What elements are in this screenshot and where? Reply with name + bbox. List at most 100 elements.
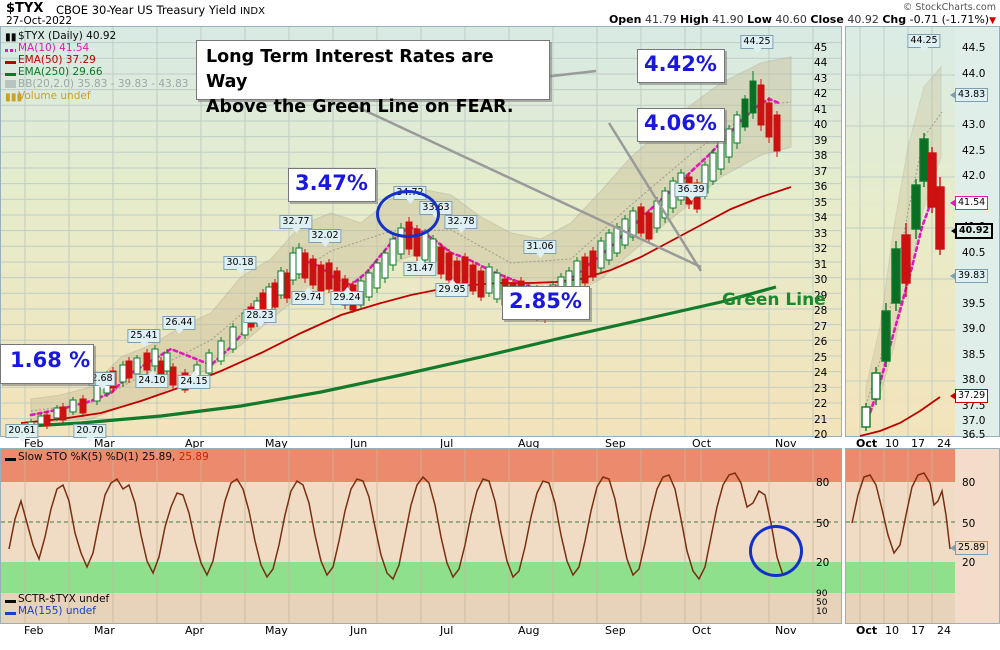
zoom-ma10-dotted — [866, 203, 940, 421]
x-tick: Apr — [185, 624, 205, 637]
x-tick: Jun — [350, 624, 368, 637]
band-icon — [5, 80, 16, 88]
zoom-stochastic-x-axis: Oct 10 17 24 — [845, 624, 1000, 637]
callout-text: 2.85% — [509, 289, 582, 313]
sctr-legend: SCTR-$TYX undef MA(155) undef — [5, 593, 109, 617]
ema250-green-line — [10, 285, 777, 429]
y-tick: 20 — [962, 557, 976, 569]
legend-ema50-text: EMA(50) 37.29 — [18, 54, 96, 66]
y-tick: 80 — [816, 477, 830, 489]
stochastic-panel[interactable]: Slow STO %K(5) %D(1) 25.89, 25.89 SCTR-$… — [0, 448, 842, 624]
y-tick: 39.5 — [962, 298, 986, 310]
price-x-axis: Feb Mar Apr May Jun Jul Aug Sep Oct Nov — [0, 437, 842, 450]
x-tick: Oct — [856, 437, 878, 450]
ema50-badge: 37.29 — [949, 389, 989, 403]
line-icon — [5, 61, 16, 64]
volume-bars-icon: ▮▮▮ — [5, 91, 23, 103]
stockcharts-watermark: © StockCharts.com — [902, 2, 996, 13]
y-tick: 32 — [814, 243, 828, 255]
symbol-ticker: $TYX — [6, 1, 44, 16]
open-value: 41.79 — [644, 13, 677, 26]
x-tick: Oct — [692, 624, 712, 637]
legend-item-ema50: EMA(50) 37.29 — [5, 54, 188, 66]
zoom-stochastic-badges: 25.89 — [949, 448, 1000, 624]
y-tick: 20 — [816, 557, 830, 569]
y-tick: 33 — [814, 228, 828, 240]
x-tick: 10 — [885, 437, 899, 450]
y-tick: 37 — [814, 166, 828, 178]
legend-slow-sto-d-value: 25.89 — [178, 451, 209, 463]
legend-item-ema250: EMA(250) 29.66 — [5, 66, 188, 78]
y-tick: 34 — [814, 212, 828, 224]
stochastic-line — [8, 472, 784, 581]
zoom-price-x-axis: Oct 10 17 24 — [845, 437, 1000, 450]
x-tick: Sep — [605, 624, 626, 637]
legend-slow-sto-text: Slow STO %K(5) %D(1) 25.89, — [18, 451, 179, 463]
y-tick: 37.0 — [962, 415, 986, 427]
bb-upper-badge: 43.83 — [949, 88, 989, 102]
callout-text: 4.42% — [644, 52, 717, 76]
x-tick: 10 — [885, 624, 899, 637]
y-tick: 29 — [814, 290, 828, 302]
legend-item-ma155: MA(155) undef — [5, 605, 109, 617]
y-tick: 45 — [814, 42, 828, 54]
zoom-stochastic-panel[interactable] — [845, 448, 1000, 624]
x-tick: Nov — [775, 437, 797, 450]
x-tick: Feb — [24, 437, 44, 450]
zoom-stochastic-line — [851, 472, 951, 555]
x-tick: Nov — [775, 624, 797, 637]
legend-item-price: ▮▮$TYX (Daily) 40.92 — [5, 30, 188, 43]
annotation-note-box: Long Term Interest Rates are Way Above t… — [196, 40, 550, 117]
y-tick: 25 — [814, 352, 828, 364]
y-tick: 44.5 — [962, 42, 986, 54]
y-tick: 38 — [814, 150, 828, 162]
highlight-circle-stochastic — [749, 525, 803, 577]
symbol-description-text: CBOE 30-Year US Treasury Yield — [56, 3, 237, 17]
chart-header: $TYX CBOE 30-Year US Treasury Yield INDX… — [0, 0, 1000, 27]
y-tick: 24 — [814, 367, 828, 379]
x-tick: Oct — [856, 624, 878, 637]
legend-sctr-text: SCTR-$TYX undef — [18, 593, 110, 605]
zoom-stochastic-canvas — [846, 449, 955, 623]
stochastic-value-badge: 25.89 — [949, 541, 989, 555]
stochastic-legend: Slow STO %K(5) %D(1) 25.89, 25.89 — [5, 451, 209, 463]
legend-ma155-text: MA(155) undef — [18, 605, 96, 617]
x-tick: May — [265, 437, 288, 450]
x-tick: Sep — [605, 437, 626, 450]
legend-bb-text: BB(20,2.0) 35.83 - 39.83 - 43.83 — [18, 78, 189, 90]
x-tick: Apr — [185, 437, 205, 450]
chg-label: Chg — [882, 13, 907, 26]
x-tick: Aug — [518, 624, 540, 637]
dashed-line-icon — [5, 49, 16, 52]
x-tick: May — [265, 624, 288, 637]
stochastic-canvas — [1, 449, 841, 623]
x-tick: Jul — [440, 437, 454, 450]
symbol-index-tag: INDX — [239, 6, 265, 17]
legend-item-ma10: MA(10) 41.54 — [5, 42, 188, 54]
zoom-ema50-line — [859, 396, 941, 437]
callout-2-85: 2.85% — [502, 286, 590, 320]
y-tick: 42.5 — [962, 145, 986, 157]
legend-item-slow-sto: Slow STO %K(5) %D(1) 25.89, 25.89 — [5, 451, 209, 463]
last-price-badge: 40.92 — [950, 223, 994, 239]
y-tick-secondary: 90 — [816, 589, 828, 599]
y-tick: 40.5 — [962, 247, 986, 259]
legend-ma10-text: MA(10) 41.54 — [18, 42, 90, 54]
legend-volume-text: Volume undef — [18, 90, 91, 102]
high-value: 41.90 — [712, 13, 744, 26]
ma10-badge: 41.54 — [949, 196, 989, 210]
y-tick: 41 — [814, 104, 828, 116]
y-tick: 42.0 — [962, 170, 986, 182]
y-tick: 31 — [814, 259, 828, 271]
y-tick: 39 — [814, 135, 828, 147]
y-tick: 22 — [814, 398, 828, 410]
x-tick: Oct — [692, 437, 712, 450]
callout-4-06: 4.06% — [637, 108, 725, 142]
y-tick: 50 — [962, 518, 976, 530]
callout-1-68: 1.68 % — [0, 344, 94, 384]
line-icon — [5, 458, 16, 461]
y-tick: 36 — [814, 181, 828, 193]
y-tick: 26 — [814, 336, 828, 348]
legend-item-volume: ▮▮▮Volume undef — [5, 90, 188, 103]
x-tick: Mar — [94, 437, 115, 450]
